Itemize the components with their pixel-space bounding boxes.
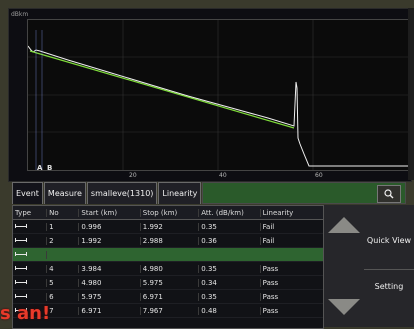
cell-stop: 7.967 <box>141 306 200 315</box>
section-icon <box>15 266 27 271</box>
cell-no: 7 <box>47 306 80 315</box>
setting-button[interactable]: Setting <box>374 282 404 291</box>
cell-att: 0.35 <box>199 264 261 273</box>
cell-no: 4 <box>47 264 80 273</box>
cell-stop: 2.988 <box>141 236 200 245</box>
cell-att: 0.48 <box>199 306 261 315</box>
cell-linearity: Pass <box>262 306 279 315</box>
cell-start: 0.996 <box>79 222 141 231</box>
scroll-down-arrow-icon[interactable] <box>328 299 360 315</box>
tab-measure[interactable]: Measure <box>43 182 86 204</box>
table-row-selected[interactable] <box>13 248 323 262</box>
section-icon <box>15 294 27 299</box>
cell-linearity: Fail <box>262 222 275 231</box>
cell-stop: 5.975 <box>141 278 200 287</box>
section-icon <box>15 224 27 229</box>
cell-start: 6.971 <box>79 306 141 315</box>
fit-line <box>29 50 295 129</box>
tab-event[interactable]: Event <box>12 182 43 204</box>
cell-no: 2 <box>47 236 80 245</box>
search-icon <box>384 189 394 199</box>
table-row[interactable]: 2 1.992 2.988 0.36 Fail <box>13 234 323 248</box>
quick-view-button[interactable]: Quick View <box>366 236 412 245</box>
cell-linearity: Fail <box>262 236 275 245</box>
col-type[interactable]: Type <box>13 208 48 217</box>
cell-att: 0.34 <box>199 278 261 287</box>
trace-svg <box>28 20 410 170</box>
cell-linearity: Pass <box>262 264 279 273</box>
cell-stop: 4.980 <box>141 264 200 273</box>
trace-plot[interactable] <box>27 19 411 171</box>
control-divider <box>364 269 414 270</box>
cell-no: 5 <box>47 278 80 287</box>
scroll-up-arrow-icon[interactable] <box>328 217 360 233</box>
table-row[interactable]: 5 4.980 5.975 0.34 Pass <box>13 276 323 290</box>
section-icon <box>15 252 27 257</box>
cell-no: 6 <box>47 292 80 301</box>
side-strip <box>408 8 414 180</box>
tab-linearity[interactable]: Linearity <box>158 182 202 204</box>
cell-start: 3.984 <box>79 264 141 273</box>
cell-att: 0.36 <box>199 236 261 245</box>
cell-start: 5.975 <box>79 292 141 301</box>
x-tick-20: 20 <box>129 172 137 179</box>
cell-att: 0.35 <box>199 292 261 301</box>
cell-start: 4.980 <box>79 278 141 287</box>
cell-stop: 1.992 <box>141 222 200 231</box>
cell-linearity: Pass <box>262 278 279 287</box>
cell-linearity: Pass <box>262 292 279 301</box>
cell-att: 0.35 <box>199 222 261 231</box>
table-row[interactable]: 7 6.971 7.967 0.48 Pass <box>13 304 323 318</box>
trace-panel: dBkm 20 40 60 A B <box>8 8 412 182</box>
cell-no: 1 <box>47 222 80 231</box>
search-button[interactable] <box>377 185 401 203</box>
overlay-caption: s an! <box>0 303 51 324</box>
section-icon <box>15 308 27 313</box>
cell-start: 1.992 <box>79 236 141 245</box>
table-row[interactable]: 4 3.984 4.980 0.35 Pass <box>13 262 323 276</box>
y-axis-unit: dBkm <box>11 11 29 18</box>
control-panel: Quick View Setting <box>324 205 414 327</box>
tab-small-event[interactable]: smalleve(1310) <box>86 182 158 204</box>
col-linearity[interactable]: Linearity <box>262 208 294 217</box>
cell-stop: 6.971 <box>141 292 200 301</box>
trace-grid <box>28 20 410 170</box>
otdr-trace-line <box>28 45 410 167</box>
marker-a-label: A <box>37 164 43 172</box>
marker-b-label: B <box>47 164 53 172</box>
event-table: Type No Start (km) Stop (km) Att. (dB/km… <box>12 205 324 329</box>
col-att[interactable]: Att. (dB/km) <box>199 208 261 217</box>
tab-bar: Event Measure smalleve(1310) Linearity <box>12 182 406 204</box>
section-icon <box>15 280 27 285</box>
table-row[interactable]: 6 5.975 6.971 0.35 Pass <box>13 290 323 304</box>
table-header: Type No Start (km) Stop (km) Att. (dB/km… <box>13 206 323 220</box>
col-start[interactable]: Start (km) <box>79 208 141 217</box>
x-tick-60: 60 <box>315 172 323 179</box>
x-tick-40: 40 <box>219 172 227 179</box>
table-row[interactable]: 1 0.996 1.992 0.35 Fail <box>13 220 323 234</box>
tab-bar-fill <box>202 182 406 204</box>
section-icon <box>15 238 27 243</box>
col-stop[interactable]: Stop (km) <box>141 208 200 217</box>
col-no[interactable]: No <box>47 208 80 217</box>
